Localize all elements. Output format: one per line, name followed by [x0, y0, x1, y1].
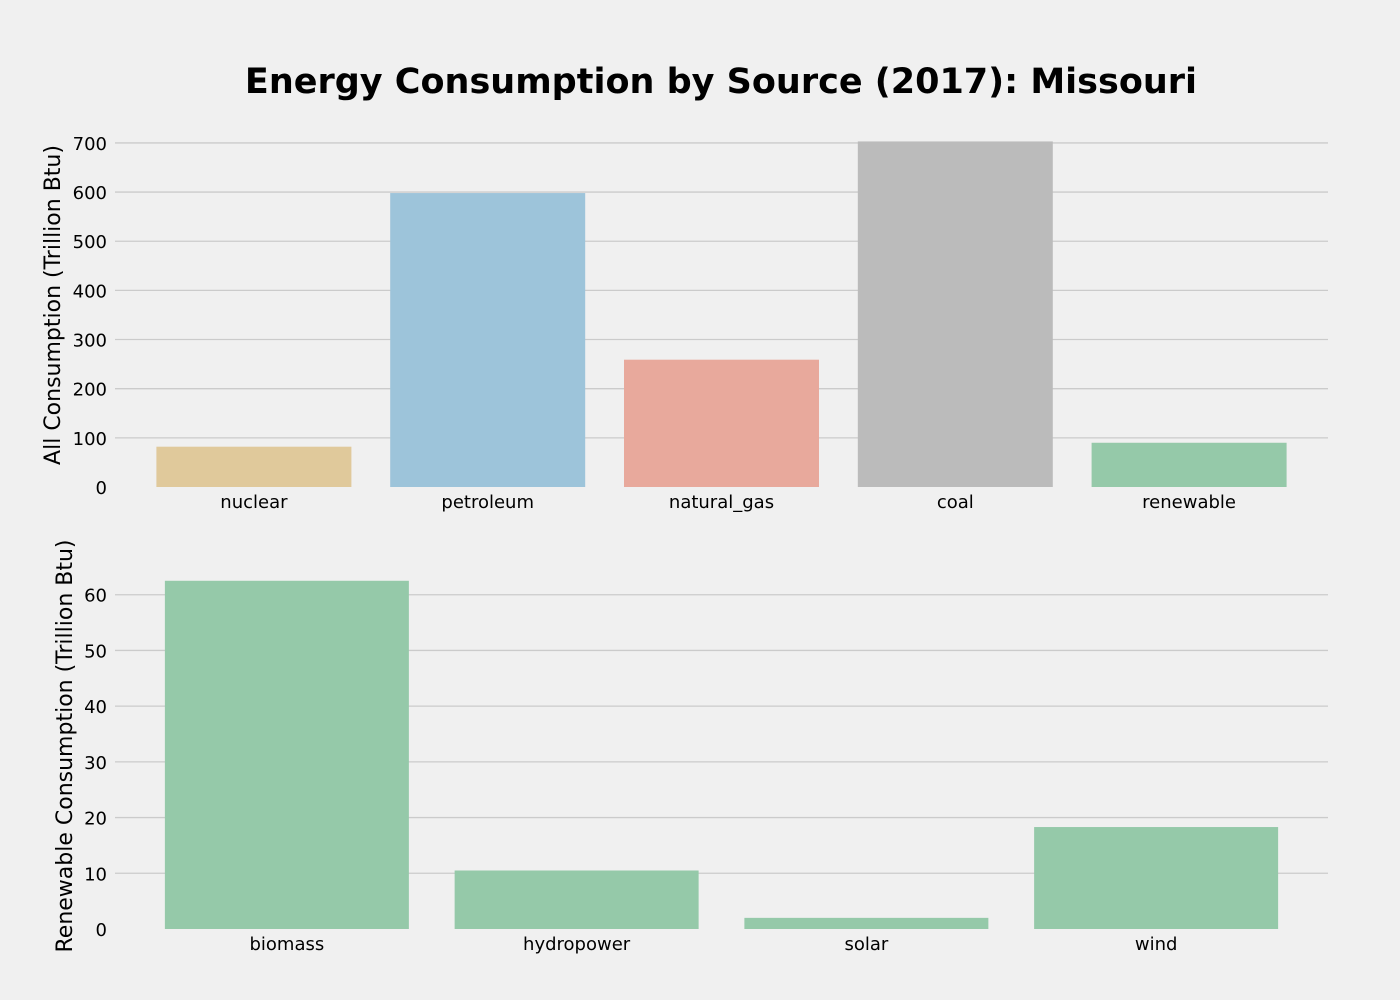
- bottom-y-tick-label: 40: [84, 697, 107, 718]
- bottom-x-tick-label-solar: solar: [844, 934, 888, 955]
- top-x-tick-label-renewable: renewable: [1142, 492, 1236, 513]
- top-bar-renewable: [1091, 442, 1287, 487]
- top-y-tick-label: 300: [73, 331, 107, 352]
- bottom-bars: [164, 580, 1279, 929]
- bottom-y-tick-label: 10: [84, 864, 107, 885]
- bottom-bar-hydropower: [454, 870, 699, 929]
- chart-title: Energy Consumption by Source (2017): Mis…: [245, 62, 1197, 102]
- top-bar-coal: [857, 141, 1053, 487]
- bottom-bar-solar: [744, 917, 989, 929]
- bottom-bar-biomass: [164, 580, 409, 929]
- top-y-tick-labels: 0 100 200 300 400 500 600 700: [73, 134, 107, 499]
- top-bar-nuclear: [156, 446, 352, 487]
- bottom-y-tick-label: 30: [84, 753, 107, 774]
- top-y-tick-label: 700: [73, 134, 107, 155]
- top-y-tick-label: 0: [96, 478, 107, 499]
- top-y-tick-label: 100: [73, 429, 107, 450]
- top-y-axis-label: All Consumption (Trillion Btu): [41, 145, 66, 465]
- top-y-tick-label: 500: [73, 232, 107, 253]
- top-x-tick-label-natural_gas: natural_gas: [669, 492, 774, 513]
- top-y-tick-label: 200: [73, 380, 107, 401]
- top-x-tick-label-petroleum: petroleum: [441, 492, 534, 513]
- bottom-bar-wind: [1034, 827, 1279, 929]
- bottom-y-tick-labels: 0 10 20 30 40 50 60: [84, 586, 107, 941]
- top-bar-natural_gas: [624, 359, 819, 487]
- bottom-subplot: 0 10 20 30 40 50 60 biomass hydropower solar wind…: [53, 539, 1328, 955]
- bottom-y-tick-label: 60: [84, 586, 107, 607]
- top-x-tick-label-nuclear: nuclear: [220, 492, 288, 513]
- top-bar-petroleum: [390, 193, 586, 487]
- top-y-tick-label: 400: [73, 281, 107, 302]
- top-bars: [156, 141, 1287, 487]
- bottom-y-tick-label: 50: [84, 641, 107, 662]
- bottom-y-tick-label: 20: [84, 809, 107, 830]
- top-y-tick-label: 600: [73, 183, 107, 204]
- bottom-x-tick-label-hydropower: hydropower: [523, 934, 631, 955]
- bottom-y-axis-label: Renewable Consumption (Trillion Btu): [53, 539, 78, 952]
- top-x-tick-labels: nuclear petroleum natural_gas coal renewable: [220, 492, 1236, 513]
- bottom-y-tick-label: 0: [96, 920, 107, 941]
- bottom-x-tick-label-wind: wind: [1135, 934, 1178, 955]
- top-x-tick-label-coal: coal: [937, 492, 974, 513]
- bottom-x-tick-label-biomass: biomass: [249, 934, 324, 955]
- bottom-x-tick-labels: biomass hydropower solar wind: [249, 934, 1177, 955]
